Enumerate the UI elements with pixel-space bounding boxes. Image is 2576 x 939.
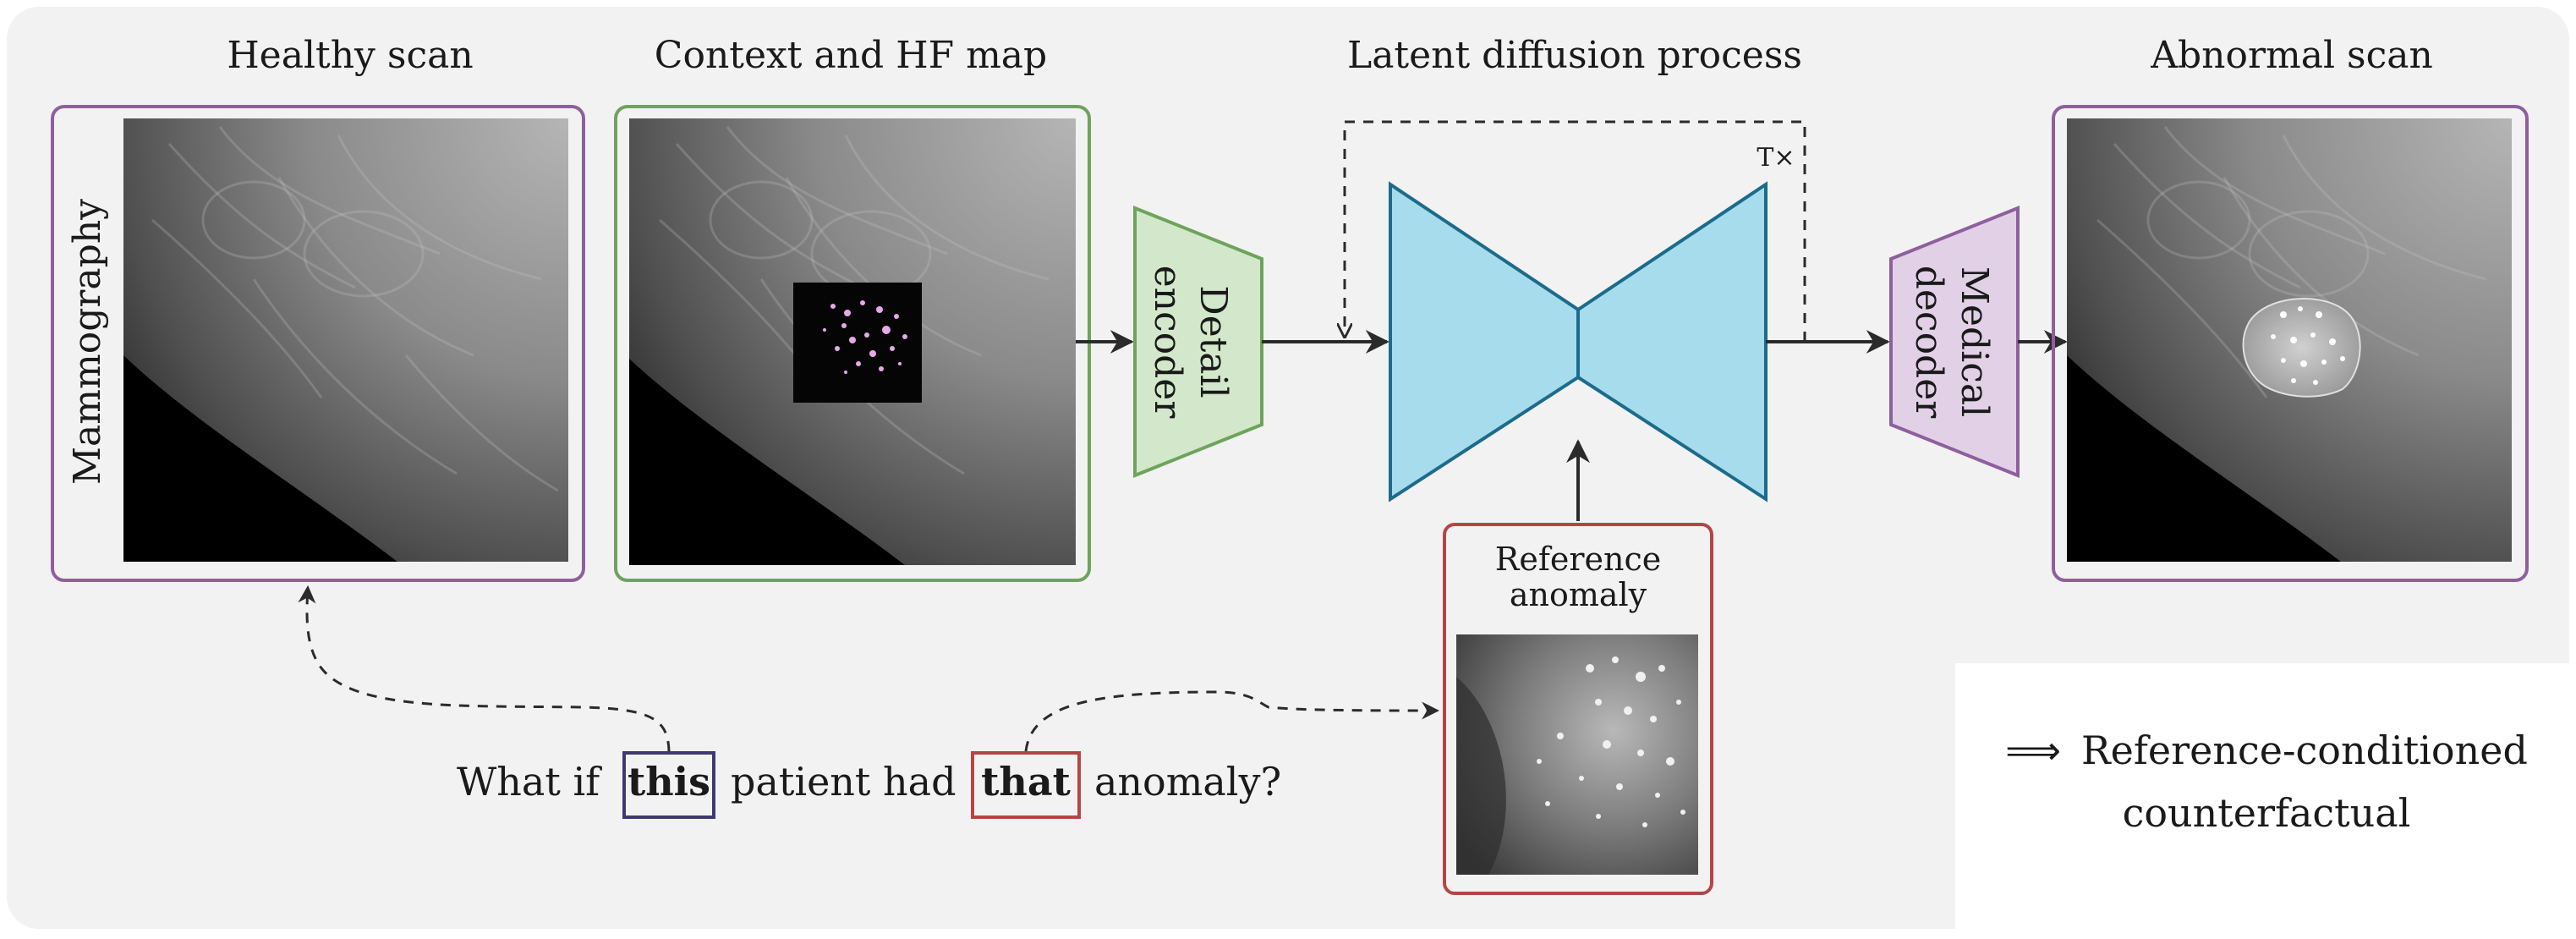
result-line2: counterfactual bbox=[2122, 790, 2411, 836]
hf-map-highlights bbox=[823, 300, 907, 374]
reference-label-line2: anomaly bbox=[1510, 576, 1647, 613]
unet-decoder-half bbox=[1576, 181, 1768, 502]
modality-label: Mammography bbox=[66, 199, 109, 485]
question-part1: What if bbox=[457, 759, 602, 804]
detail-encoder-label-line2: encoder bbox=[1146, 266, 1189, 420]
detail-encoder-label-line1: Detail bbox=[1192, 285, 1235, 398]
synthesized-lesion bbox=[2242, 298, 2361, 398]
this-highlight-box bbox=[622, 751, 715, 819]
detail-encoder-block bbox=[1133, 206, 1263, 478]
question-this: this bbox=[628, 759, 710, 804]
healthy-mammogram-image bbox=[123, 118, 568, 562]
question-part2: patient had bbox=[731, 759, 956, 804]
medical-decoder-label-line1: Medical bbox=[1953, 266, 1996, 417]
pointer-that-to-reference bbox=[1024, 690, 1440, 752]
pointer-this-to-healthy bbox=[298, 585, 671, 752]
abnormal-scan-frame bbox=[2052, 105, 2529, 582]
result-line1: Reference-conditioned bbox=[2081, 728, 2528, 773]
title-context-hf-map: Context and HF map bbox=[655, 34, 1047, 77]
lesion-calcifications bbox=[2271, 306, 2345, 385]
medical-decoder-block bbox=[1889, 206, 2020, 478]
reference-anomaly-frame bbox=[1443, 523, 1713, 895]
question-that: that bbox=[981, 759, 1071, 804]
abnormal-mammogram-image bbox=[2067, 118, 2512, 562]
result-text: ⟹ Reference-conditioned counterfactual bbox=[1970, 719, 2562, 844]
question-part3: anomaly? bbox=[1094, 759, 1281, 804]
iteration-loop-arrow bbox=[1345, 120, 1806, 342]
title-healthy-scan: Healthy scan bbox=[227, 34, 473, 77]
title-latent-diffusion: Latent diffusion process bbox=[1347, 34, 1802, 77]
title-abnormal-scan: Abnormal scan bbox=[2150, 34, 2433, 77]
result-box bbox=[1955, 663, 2576, 936]
hf-map-patch bbox=[793, 283, 922, 403]
implies-arrow-icon: ⟹ bbox=[2005, 728, 2062, 773]
medical-decoder-label-line2: decoder bbox=[1907, 266, 1950, 420]
that-highlight-box bbox=[971, 751, 1081, 819]
healthy-scan-frame bbox=[51, 105, 585, 582]
repeat-label: T× bbox=[1757, 143, 1795, 173]
reference-anomaly-image bbox=[1456, 634, 1698, 875]
reference-label-line1: Reference bbox=[1495, 541, 1662, 578]
context-mammogram-image bbox=[629, 118, 1076, 565]
